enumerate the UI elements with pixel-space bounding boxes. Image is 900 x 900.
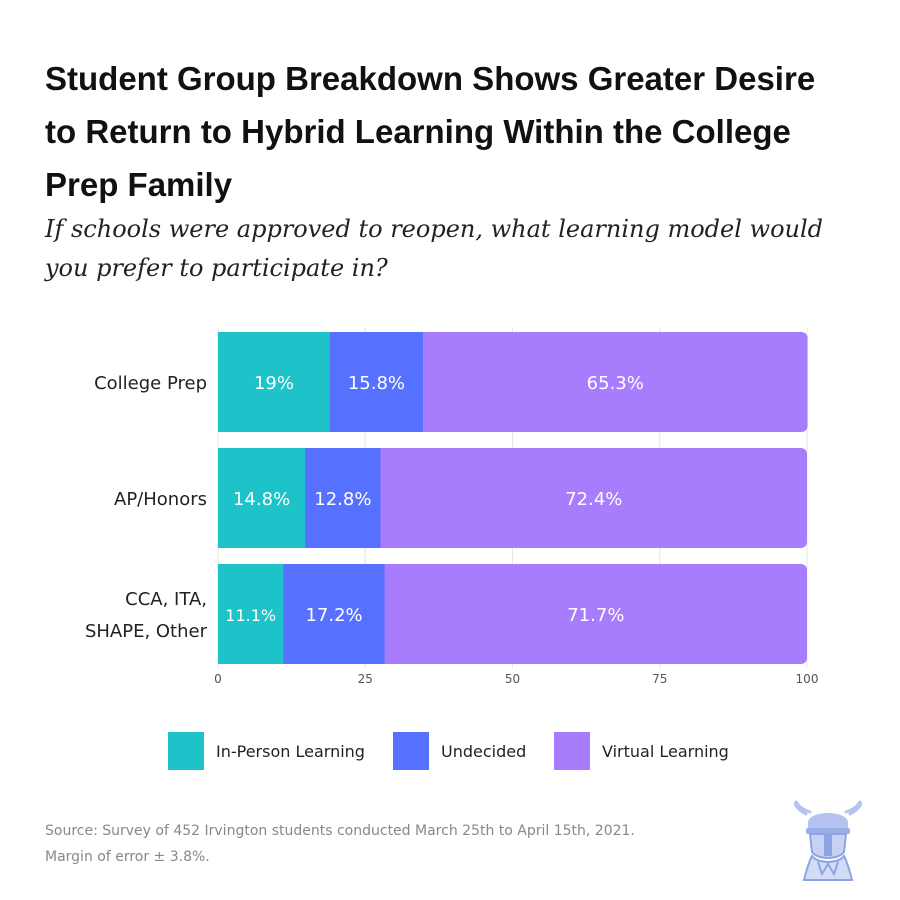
bar-group-ap-honors-in-person-learning: 14.8% <box>218 448 306 548</box>
bar-group-cca-ita-shape-other-undecided: 17.2% <box>283 564 386 664</box>
chart-title: Student Group Breakdown Shows Greater De… <box>45 60 816 203</box>
bar-group-ap-honors-undecided: 12.8% <box>305 448 382 548</box>
legend-item-virtual: Virtual Learning <box>554 732 729 770</box>
legend-swatch-undecided <box>393 732 429 770</box>
data-label-ap-honors-in-person-learning: 14.8% <box>233 489 290 510</box>
bar-group-college-prep-virtual-learning: 65.3% <box>422 332 808 432</box>
bar-cca-ita-shape-other-in-person-learning <box>218 564 284 664</box>
chart-subtitle: If schools were approved to reopen, what… <box>45 215 824 282</box>
viking-mascot-logo <box>794 800 862 881</box>
category-label-ap-honors: AP/Honors <box>114 489 207 510</box>
legend-swatch-virtual <box>554 732 590 770</box>
bar-ap-honors-in-person-learning <box>218 448 306 548</box>
bar-ap-honors-undecided <box>305 448 382 548</box>
bar-group-ap-honors-virtual-learning: 72.4% <box>380 448 807 548</box>
data-label-cca-ita-shape-other-in-person-learning: 11.1% <box>225 606 276 625</box>
bar-group-cca-ita-shape-other-virtual-learning: 71.7% <box>384 564 807 664</box>
bar-cca-ita-shape-other-undecided <box>283 564 386 664</box>
bar-corner-fill <box>422 332 433 432</box>
legend-item-in-person: In-Person Learning <box>168 732 365 770</box>
bar-college-prep-in-person-learning <box>218 332 331 432</box>
bar-corner-fill <box>384 564 395 664</box>
data-label-ap-honors-virtual-learning: 72.4% <box>565 489 622 510</box>
category-label-line: College Prep <box>94 373 207 394</box>
stacked-bar-chart: 19% 15.8% 65.3% College Prep 14.8% 12.8% 72.4%… <box>85 328 819 686</box>
bar-group-college-prep-in-person-learning: 19% <box>218 332 331 432</box>
data-label-college-prep-virtual-learning: 65.3% <box>587 373 644 394</box>
bar-ap-honors-virtual-learning <box>380 448 807 548</box>
category-label-cca-ita-shape-other: CCA, ITA, SHAPE, Other <box>85 589 208 642</box>
x-tick-label-50: 50 <box>505 672 520 686</box>
legend-label-in-person: In-Person Learning <box>216 741 365 761</box>
bar-group-college-prep-undecided: 15.8% <box>329 332 424 432</box>
category-label-college-prep: College Prep <box>94 373 207 394</box>
x-tick-label-100: 100 <box>796 672 819 686</box>
source-note: Source: Survey of 452 Irvington students… <box>45 818 745 870</box>
x-tick-label-0: 0 <box>214 672 222 686</box>
legend-item-undecided: Undecided <box>393 732 526 770</box>
legend-swatch-in-person <box>168 732 204 770</box>
legend-label-virtual: Virtual Learning <box>602 741 729 761</box>
data-label-cca-ita-shape-other-virtual-learning: 71.7% <box>567 605 624 626</box>
legend-label-undecided: Undecided <box>441 741 527 761</box>
category-label-line: CCA, ITA, <box>125 589 207 610</box>
category-label-line: SHAPE, Other <box>85 621 208 642</box>
x-tick-label-75: 75 <box>652 672 667 686</box>
source-text: Source: Survey of 452 Irvington students… <box>45 823 635 839</box>
bar-college-prep-virtual-learning <box>422 332 808 432</box>
data-label-college-prep-in-person-learning: 19% <box>254 373 294 394</box>
bar-corner-fill <box>380 448 391 548</box>
margin-of-error-text: Margin of error ± 3.8%. <box>45 849 210 865</box>
category-label-line: AP/Honors <box>114 489 207 510</box>
data-label-cca-ita-shape-other-undecided: 17.2% <box>305 605 362 626</box>
x-tick-label-25: 25 <box>358 672 373 686</box>
bar-cca-ita-shape-other-virtual-learning <box>384 564 807 664</box>
data-label-college-prep-undecided: 15.8% <box>348 373 405 394</box>
bar-group-cca-ita-shape-other-in-person-learning: 11.1% <box>218 564 284 664</box>
bar-college-prep-undecided <box>329 332 424 432</box>
data-label-ap-honors-undecided: 12.8% <box>314 489 371 510</box>
